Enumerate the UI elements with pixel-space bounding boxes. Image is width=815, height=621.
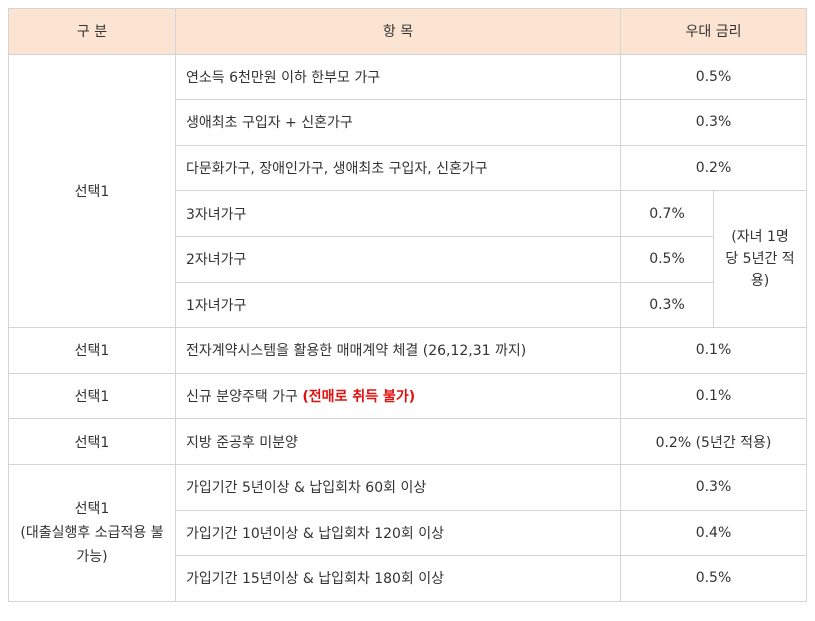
rate-table: 구 분 항 목 우대 금리 선택1 연소득 6천만원 이하 한부모 가구 0.5… bbox=[8, 8, 807, 602]
group: 선택1 bbox=[8, 372, 176, 420]
item: 3자녀가구 bbox=[175, 190, 621, 237]
item: 가입기간 10년이상 & 납입회차 120회 이상 bbox=[175, 509, 621, 557]
rate: 0.3% bbox=[620, 281, 714, 329]
rate: 0.5% bbox=[620, 53, 807, 101]
rate: 0.7% bbox=[620, 190, 714, 237]
header: 우대 금리 bbox=[620, 8, 807, 55]
item-text: 신규 분양주택 가구 bbox=[186, 389, 298, 406]
item: 연소득 6천만원 이하 한부모 가구 bbox=[175, 53, 621, 101]
item: 지방 준공후 미분양 bbox=[175, 418, 621, 465]
note: (자녀 1명 당 5년간 적용) bbox=[713, 190, 807, 329]
item: 1자녀가구 bbox=[175, 281, 621, 329]
rate: 0.3% bbox=[620, 463, 807, 511]
warning: (전매로 취득 불가) bbox=[302, 389, 416, 406]
rate: 0.1% bbox=[620, 327, 807, 374]
group-note: (대출실행후 소급적용 불가능) bbox=[20, 524, 164, 565]
rate: 0.4% bbox=[620, 509, 807, 557]
rate: 0.2% bbox=[620, 144, 807, 192]
group: 선택1 bbox=[8, 327, 176, 374]
group: 선택1 (대출실행후 소급적용 불가능) bbox=[8, 463, 176, 602]
item: 신규 분양주택 가구 (전매로 취득 불가) bbox=[175, 372, 621, 420]
rate: 0.5% bbox=[620, 235, 714, 283]
item: 다문화가구, 장애인가구, 생애최초 구입자, 신혼가구 bbox=[175, 144, 621, 192]
item: 가입기간 5년이상 & 납입회차 60회 이상 bbox=[175, 463, 621, 511]
rate: 0.3% bbox=[620, 99, 807, 146]
rate: 0.5% bbox=[620, 555, 807, 602]
header: 구 분 bbox=[8, 8, 176, 55]
group: 선택1 bbox=[8, 418, 176, 465]
header: 항 목 bbox=[175, 8, 621, 55]
group: 선택1 bbox=[8, 53, 176, 329]
rate: 0.1% bbox=[620, 372, 807, 420]
item: 생애최초 구입자 + 신혼가구 bbox=[175, 99, 621, 146]
item: 전자계약시스템을 활용한 매매계약 체결 (26,12,31 까지) bbox=[175, 327, 621, 374]
item: 2자녀가구 bbox=[175, 235, 621, 283]
rate: 0.2% (5년간 적용) bbox=[620, 418, 807, 465]
header-row: 구 분 항 목 우대 금리 bbox=[8, 8, 807, 55]
group-text: 선택1 bbox=[74, 500, 110, 517]
item: 가입기간 15년이상 & 납입회차 180회 이상 bbox=[175, 555, 621, 602]
